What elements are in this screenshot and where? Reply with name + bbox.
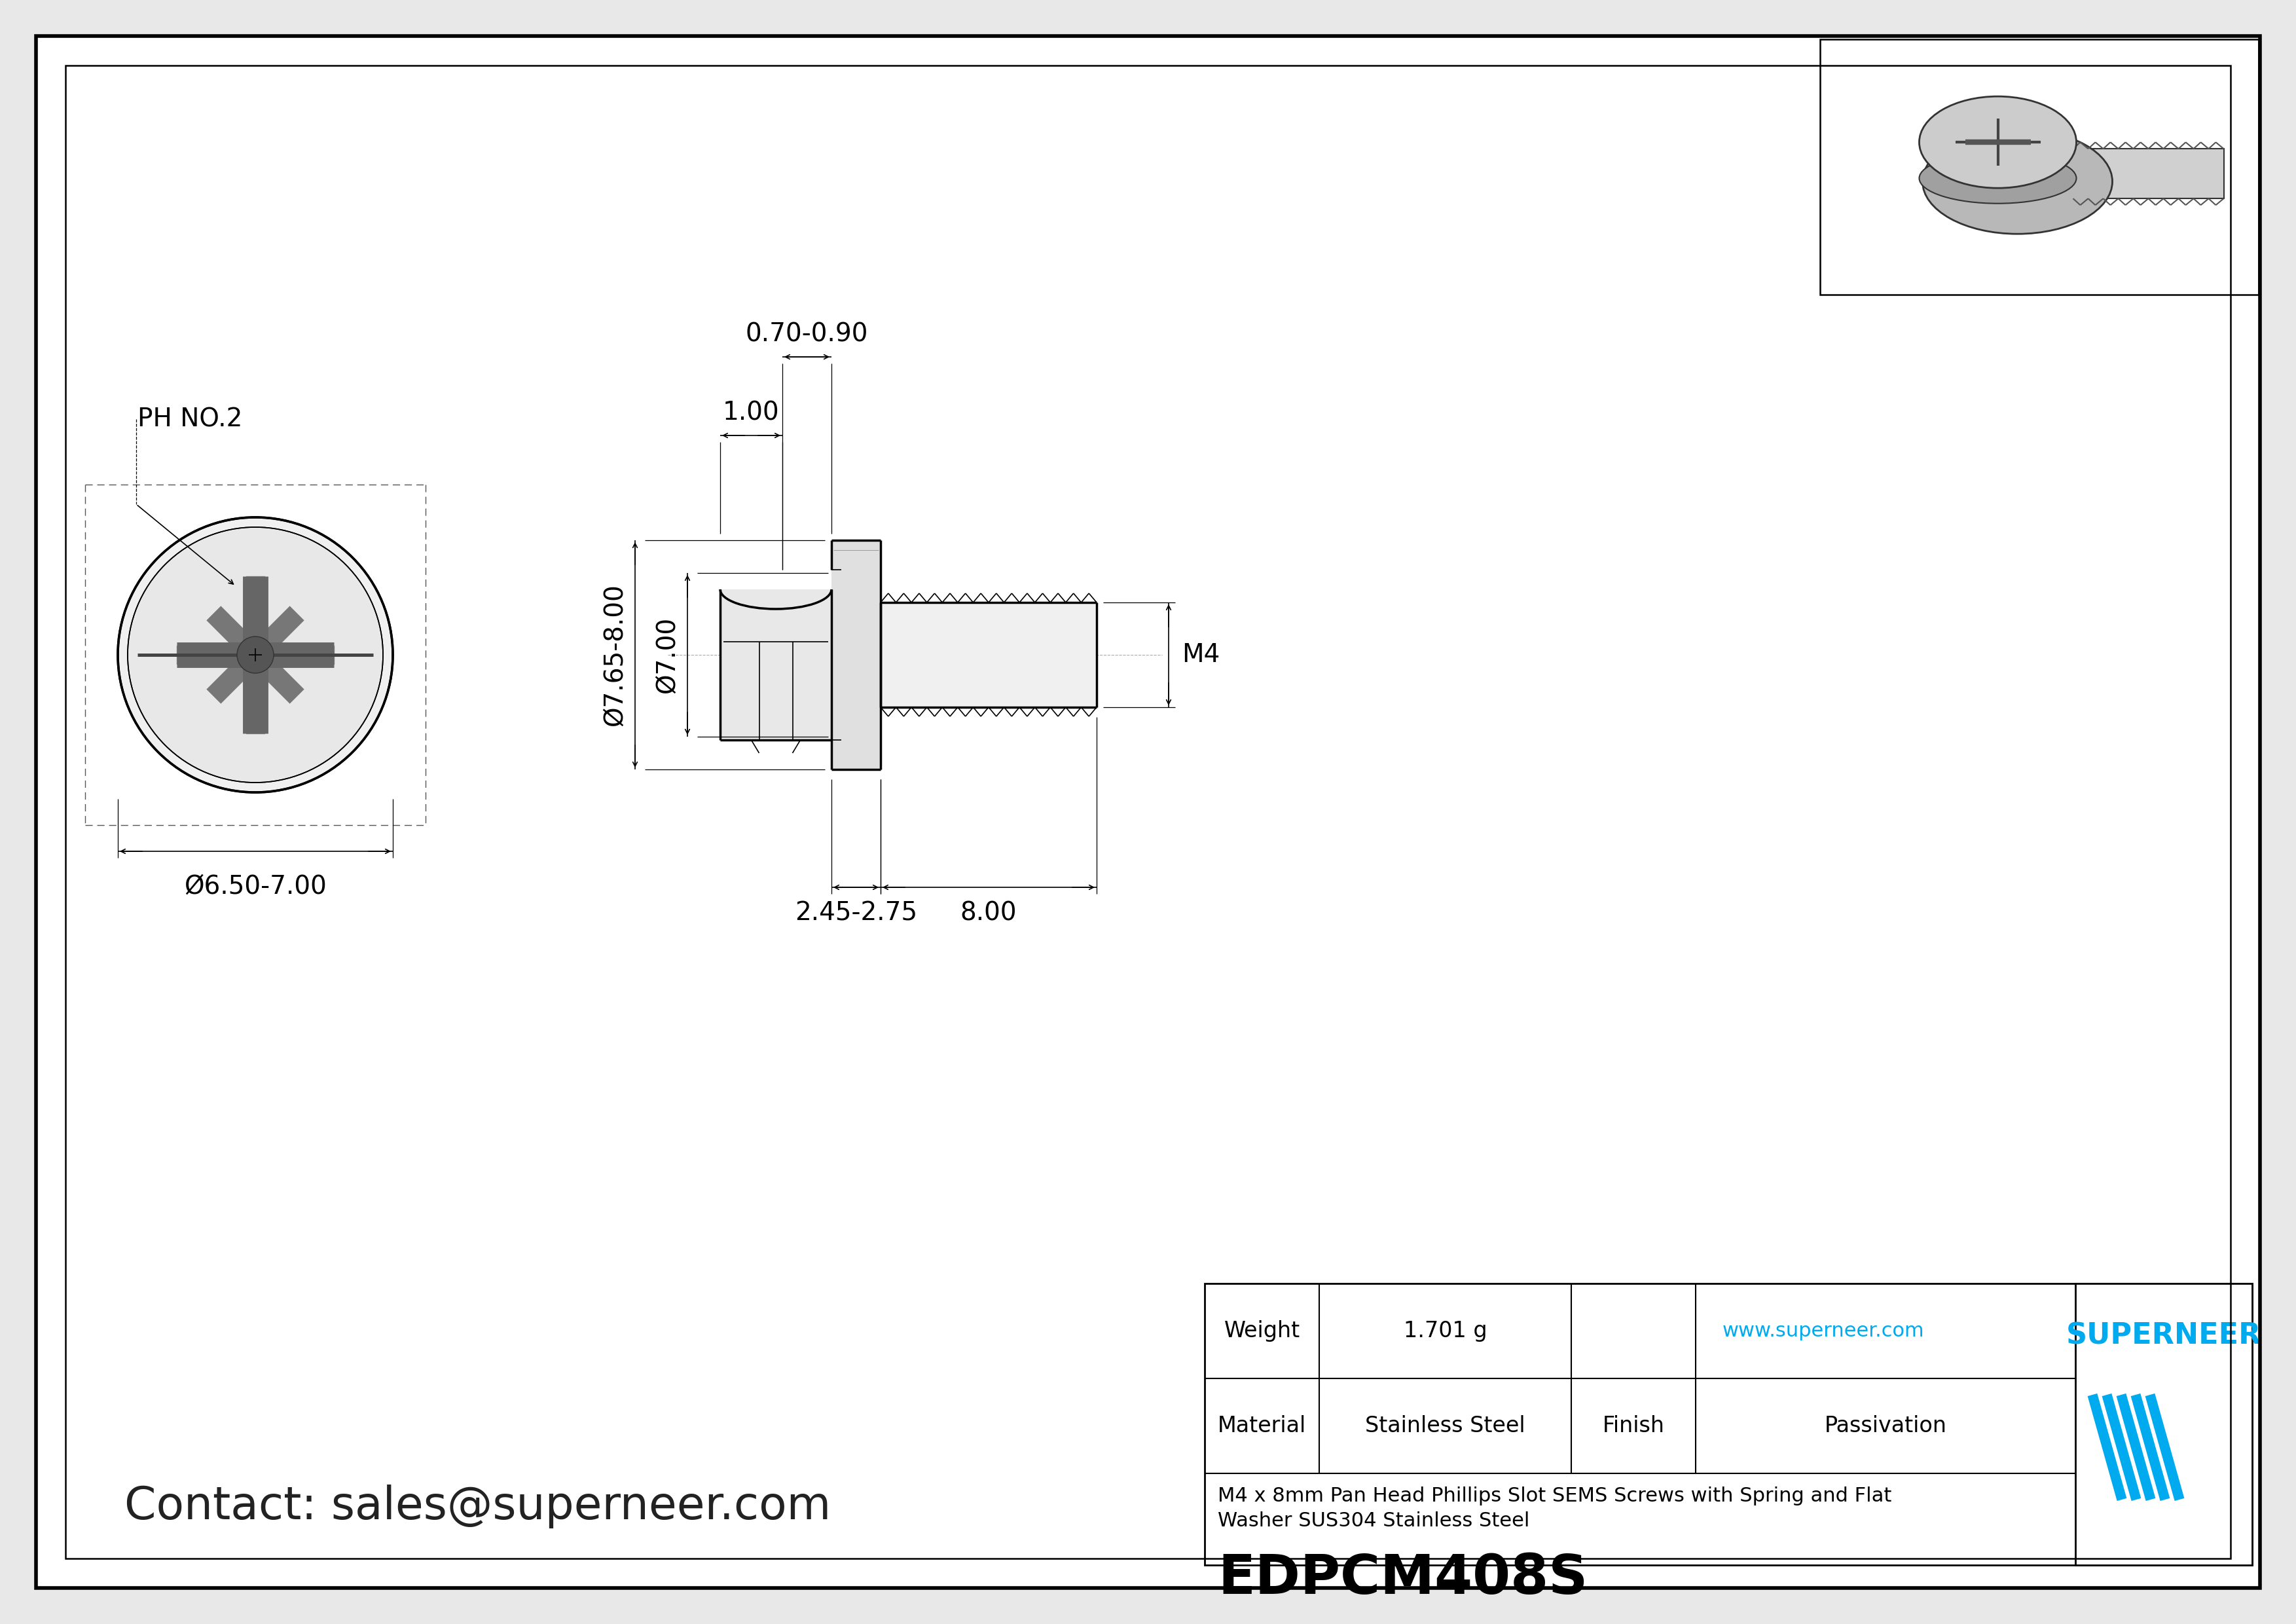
Circle shape bbox=[129, 528, 383, 783]
Text: Material: Material bbox=[1217, 1415, 1306, 1437]
Text: M4: M4 bbox=[1182, 643, 1219, 667]
Circle shape bbox=[236, 637, 273, 674]
Bar bbox=[831, 541, 882, 770]
Text: 8.00: 8.00 bbox=[960, 900, 1017, 926]
Bar bbox=[177, 646, 333, 664]
Ellipse shape bbox=[1922, 130, 2112, 234]
Text: Weight: Weight bbox=[1224, 1320, 1300, 1341]
Text: 1.00: 1.00 bbox=[723, 401, 781, 425]
Text: Passivation: Passivation bbox=[1825, 1415, 1947, 1437]
Text: PH NO.2: PH NO.2 bbox=[138, 406, 243, 432]
Text: Ø6.50-7.00: Ø6.50-7.00 bbox=[184, 874, 326, 900]
Bar bbox=[882, 603, 1097, 706]
Bar bbox=[246, 577, 264, 734]
Text: Stainless Steel: Stainless Steel bbox=[1366, 1415, 1525, 1437]
Text: Ø7.65-8.00: Ø7.65-8.00 bbox=[602, 583, 627, 726]
Ellipse shape bbox=[1919, 153, 2076, 203]
Text: www.superneer.com: www.superneer.com bbox=[1722, 1322, 1924, 1340]
Bar bbox=[2076, 1283, 2252, 1566]
Text: Ø7.00: Ø7.00 bbox=[654, 617, 680, 693]
Text: 1.701 g: 1.701 g bbox=[1403, 1320, 1488, 1341]
Ellipse shape bbox=[1919, 96, 2076, 188]
Text: 0.70-0.90: 0.70-0.90 bbox=[746, 322, 868, 348]
Bar bbox=[1205, 1283, 2252, 1566]
Bar bbox=[2073, 149, 2223, 198]
Bar bbox=[1821, 39, 2259, 294]
Text: EDPCM408S: EDPCM408S bbox=[1217, 1553, 1589, 1605]
Text: 2.45-2.75: 2.45-2.75 bbox=[794, 900, 918, 926]
Text: Contact: sales@superneer.com: Contact: sales@superneer.com bbox=[124, 1484, 831, 1528]
Text: Finish: Finish bbox=[1603, 1415, 1665, 1437]
Polygon shape bbox=[721, 590, 831, 741]
Wedge shape bbox=[721, 590, 831, 645]
Text: SUPERNEER: SUPERNEER bbox=[2066, 1322, 2262, 1350]
Circle shape bbox=[117, 518, 393, 793]
Text: M4 x 8mm Pan Head Phillips Slot SEMS Screws with Spring and Flat
Washer SUS304 S: M4 x 8mm Pan Head Phillips Slot SEMS Scr… bbox=[1217, 1486, 1892, 1530]
